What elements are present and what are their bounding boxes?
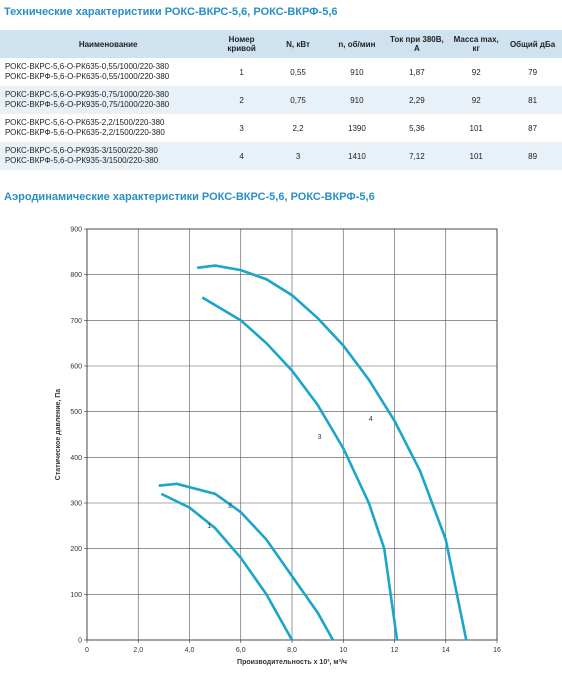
y-tick-label: 900 [70,227,82,234]
table-cell: 92 [471,67,481,77]
name-cell: РОКС-ВКРС-5,6-О-РК935-3/1500/220-380 РОКС… [0,142,217,170]
curve [158,482,335,641]
name-cell: РОКС-ВКРС-5,6-О-РК635-0,55/1000/220-380 Р… [0,58,216,86]
curve-label: 4 [369,416,373,423]
column-header: Общий дБа [503,30,562,58]
table-cell: 89 [503,142,562,170]
table-cell: 910 [350,67,364,77]
table-cell: 3 [239,123,244,133]
table-cell: 1,87 [409,67,425,77]
table-cell: 92 [449,86,504,114]
table-row: РОКС-ВКРС-5,6-О-РК935-0,75/1000/220-380 Р… [0,86,562,114]
name-line: РОКС-ВКРС-5,6-О-РК935-0,75/1000/220-380 [5,90,169,99]
table-cell: 0,75 [266,86,330,114]
x-tick-label: 0 [85,647,89,654]
table-cell: 5,36 [409,123,425,133]
table-cell: 1 [239,67,244,77]
table-cell: 4 [216,142,267,170]
table-row: РОКС-ВКРС-5,6-О-РК935-3/1500/220-380 РОКС… [0,142,562,170]
y-axis-label: Статическое давление, Па [55,389,62,481]
name-line: РОКС-ВКРФ-5,6-О-РК635-0,55/1000/220-380 [5,72,170,81]
table-cell: 101 [469,123,483,133]
table-cell: 87 [528,123,538,133]
table-cell: 1390 [348,123,366,133]
table-cell: 2,29 [384,86,450,114]
name-line: РОКС-ВКРФ-5,6-О-РК935-0,75/1000/220-380 [5,100,170,109]
x-tick-label: 12 [391,647,399,654]
column-header: Ток при 380В, А [384,30,450,58]
y-tick-label: 300 [70,501,82,508]
name-line: РОКС-ВКРФ-5,6-О-РК935-3/1500/220-380 [5,156,159,165]
chart: 0 100 200 300 400 500 600 700 800 900 0 2,0 4,0 6,0 8,… [55,227,501,667]
curve-label: 1 [207,523,211,530]
x-axis-label: Производительность х 10³, м³/ч [237,659,347,666]
y-tick-label: 0 [78,638,82,645]
table-cell: 2 [216,86,267,114]
table-row: РОКС-ВКРС-5,6-О-РК635-0,55/1000/220-380 Р… [0,58,562,86]
table-cell: 79 [528,67,538,77]
curve-label: 3 [318,434,322,441]
name-cell: РОКС-ВКРС-5,6-О-РК635-2,2/1500/220-380 РО… [0,114,216,142]
curve [160,492,294,641]
table-cell: 0,55 [290,67,306,77]
curve-label: 2 [228,503,232,510]
y-tick-label: 800 [70,272,82,279]
curve [201,296,399,641]
table-cell: 2,2 [292,123,304,133]
column-header: Масса max, кг [449,30,504,58]
spec-table: Наименование Номер кривой N, кВт n, об/мин Т… [0,30,562,170]
table-cell: 7,12 [384,142,450,170]
name-line: РОКС-ВКРС-5,6-О-РК635-0,55/1000/220-380 [5,62,169,71]
x-tick-label: 6,0 [236,647,246,654]
x-tick-label: 4,0 [185,647,195,654]
table-cell: 1410 [329,142,385,170]
y-tick-label: 200 [70,546,82,553]
column-header: Наименование [0,30,217,58]
table-cell: 101 [449,142,504,170]
name-line: РОКС-ВКРФ-5,6-О-РК635-2,2/1500/220-380 [5,128,165,137]
table-cell: 3 [266,142,330,170]
y-tick-label: 400 [70,455,82,462]
name-line: РОКС-ВКРС-5,6-О-РК935-3/1500/220-380 [5,146,158,155]
header-row: Наименование Номер кривой N, кВт n, об/мин Т… [0,30,562,58]
y-tick-label: 500 [70,409,82,416]
y-tick-label: 600 [70,364,82,371]
table-cell: 910 [329,86,385,114]
name-cell: РОКС-ВКРС-5,6-О-РК935-0,75/1000/220-380 Р… [0,86,217,114]
x-tick-label: 14 [442,647,450,654]
x-tick-label: 8,0 [287,647,297,654]
x-tick-label: 2,0 [133,647,143,654]
y-tick-label: 100 [70,592,82,599]
table-cell: 81 [503,86,562,114]
curve [197,264,468,641]
name-line: РОКС-ВКРС-5,6-О-РК635-2,2/1500/220-380 [5,118,165,127]
column-header: n, об/мин [329,30,385,58]
x-tick-label: 10 [339,647,347,654]
column-header: N, кВт [266,30,330,58]
x-tick-label: 16 [493,647,501,654]
y-tick-label: 700 [70,318,82,325]
table-row: РОКС-ВКРС-5,6-О-РК635-2,2/1500/220-380 РО… [0,114,562,142]
page-title: Технические характеристики РОКС-ВКРС-5,6… [4,6,338,18]
column-header: Номер кривой [216,30,267,58]
section-title: Аэродинамические характеристики РОКС-ВКР… [4,191,375,203]
